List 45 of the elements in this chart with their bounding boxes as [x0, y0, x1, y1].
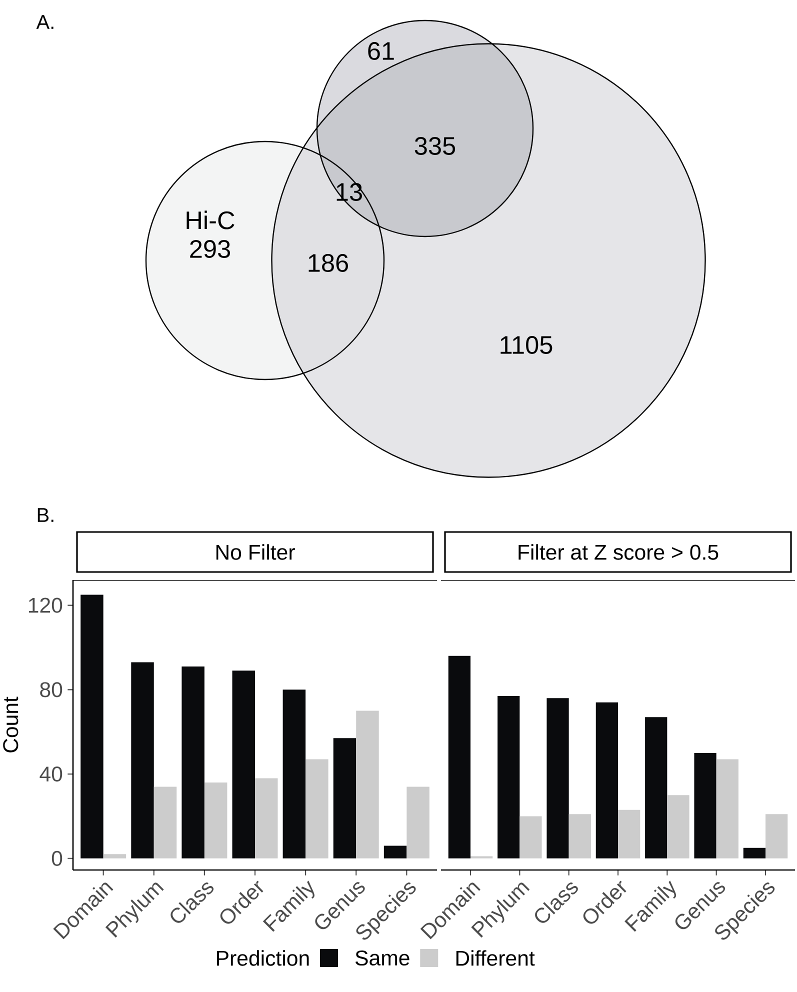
bar: [568, 814, 591, 858]
bar: [596, 702, 618, 858]
bar: [204, 782, 228, 858]
legend-label: Same: [355, 950, 410, 966]
bar: [103, 854, 126, 858]
bar: [80, 594, 104, 858]
bar: [232, 670, 255, 858]
text: 61: [368, 42, 394, 60]
data-label: 293: [190, 240, 230, 258]
legend-label: Different: [456, 950, 535, 966]
bar: [448, 656, 470, 858]
y-tick-label: 80: [40, 682, 62, 698]
bar: [766, 814, 788, 858]
bar: [694, 752, 716, 858]
y-tick-label: 0: [52, 850, 62, 866]
bar: [743, 848, 766, 858]
bar: [333, 738, 356, 858]
bar: [645, 717, 668, 858]
text: B.: [38, 508, 54, 522]
bar: [384, 846, 407, 858]
bar: [282, 690, 306, 858]
category-label: Hi-C: [186, 210, 234, 230]
bar: [667, 795, 690, 858]
chart-title: No Filter: [216, 544, 295, 560]
bar: [306, 759, 328, 858]
bar: [182, 666, 204, 858]
y-tick-label: 40: [40, 766, 62, 782]
bar: [406, 786, 430, 858]
bar: [618, 810, 640, 858]
legend-title: Prediction: [217, 950, 309, 966]
text: A.: [36, 15, 54, 29]
chart-title: Filter at Z score > 0.5: [518, 544, 718, 560]
bar: [131, 662, 154, 858]
bar: [716, 759, 738, 858]
text: 335: [414, 137, 456, 155]
text: 1105: [500, 336, 552, 354]
bar: [356, 710, 379, 858]
bar: [546, 698, 569, 858]
bar: [498, 696, 520, 858]
bar: [255, 778, 278, 858]
bar: [154, 786, 177, 858]
text: 186: [308, 254, 348, 272]
y-axis-title: Count: [3, 696, 18, 752]
bar: [520, 816, 542, 858]
y-tick-label: 120: [28, 598, 62, 613]
